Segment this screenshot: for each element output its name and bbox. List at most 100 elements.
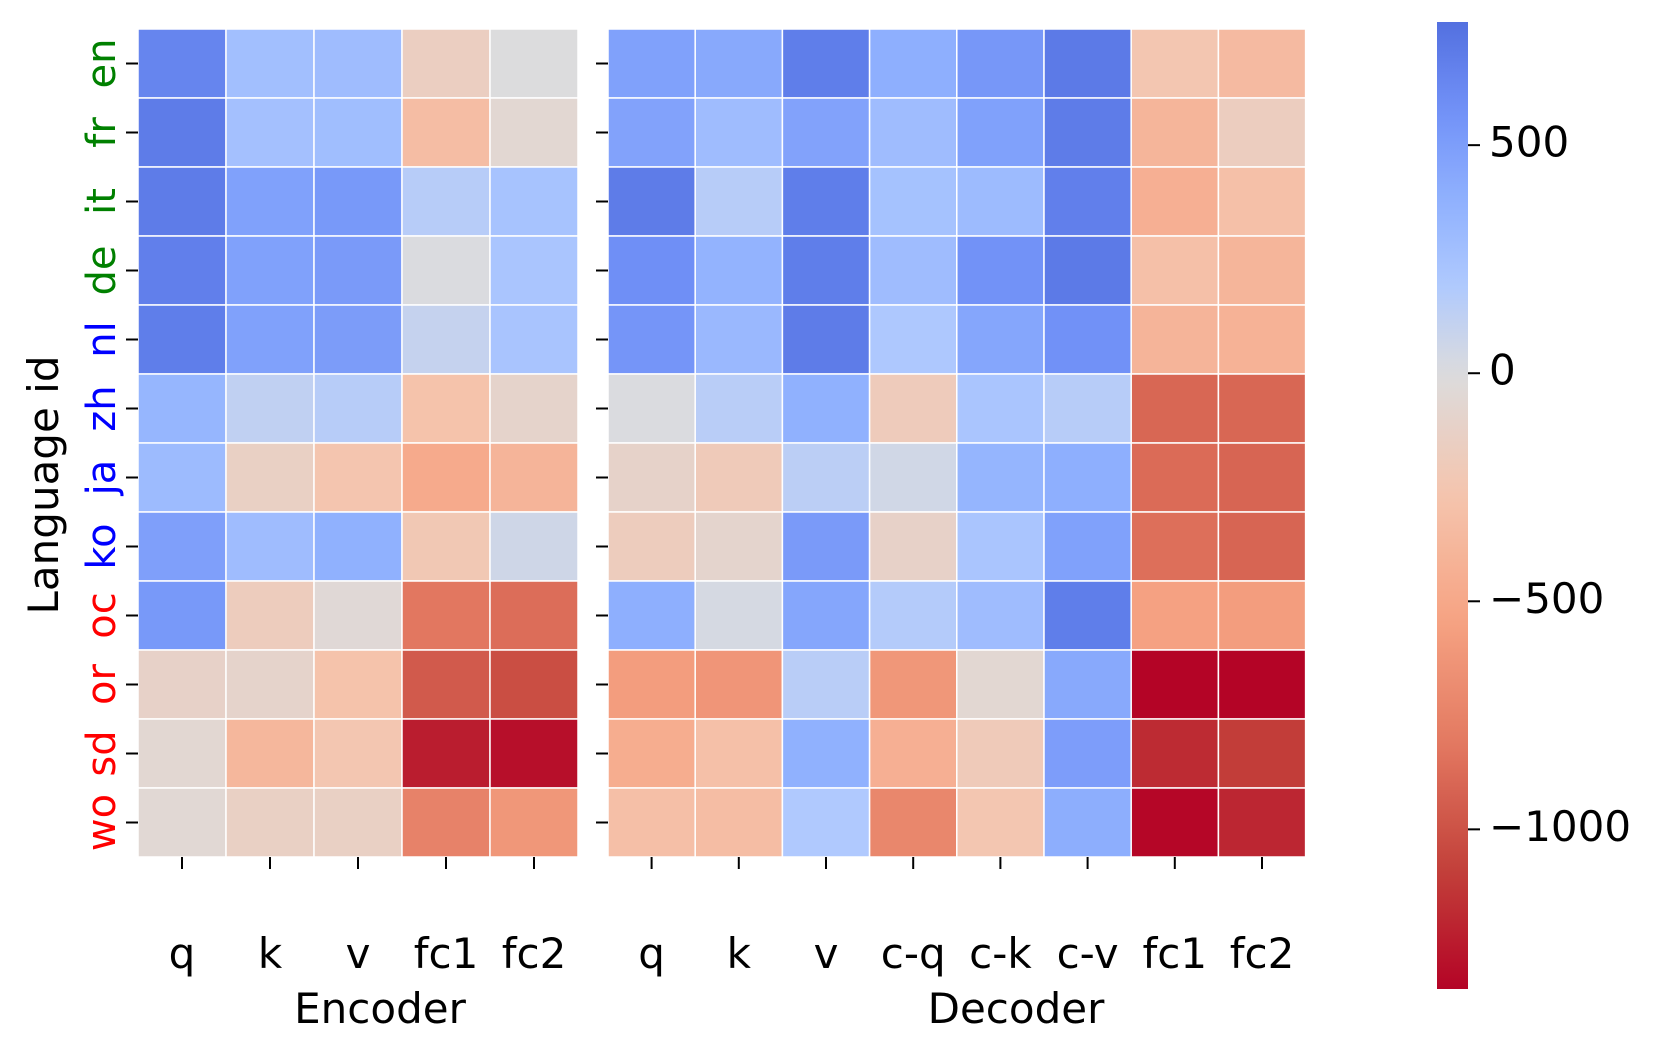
dec-cell-en-c-v (1043, 28, 1132, 99)
dec-cell-ja-c-v (1043, 442, 1132, 513)
dec-cell-ko-v (781, 511, 871, 582)
dec-cell-zh-k (694, 373, 784, 444)
dec-x-tick-label: c-v (1057, 929, 1119, 978)
dec-cell-de-k (694, 235, 784, 306)
dec-cell-fr-c-q (868, 97, 958, 168)
enc-cell-fr-k (225, 97, 315, 168)
enc-cell-ja-fc2 (489, 442, 579, 513)
dec-cell-sd-c-k (956, 718, 1045, 789)
encoder-heatmap (137, 28, 579, 858)
enc-cell-ko-fc1 (401, 511, 491, 582)
dec-cell-fr-v (781, 97, 871, 168)
enc-cell-ko-q (137, 511, 227, 582)
y-axis-label: Language id (19, 356, 68, 615)
colorbar-tick-label: 0 (1489, 346, 1516, 395)
dec-cell-nl-k (694, 304, 784, 375)
dec-cell-it-v (781, 166, 871, 237)
dec-cell-sd-fc2 (1217, 718, 1307, 789)
row-label-en: en (79, 39, 125, 89)
enc-cell-de-fc2 (489, 235, 579, 306)
colorbar-tick-label: −1000 (1489, 802, 1631, 851)
dec-cell-en-k (694, 28, 784, 99)
enc-cell-en-k (225, 28, 315, 99)
encoder-x-tick-labels: q k v fc1 fc2 (169, 929, 567, 978)
dec-x-tick-label: k (727, 929, 752, 978)
colorbar (1437, 22, 1468, 989)
dec-x-tick-label: v (814, 929, 839, 978)
dec-cell-zh-q (607, 373, 696, 444)
dec-cell-ko-fc2 (1217, 511, 1307, 582)
row-label-or: or (79, 663, 125, 704)
enc-cell-sd-v (313, 718, 403, 789)
dec-cell-it-q (607, 166, 696, 237)
row-label-nl: nl (79, 321, 125, 357)
dec-cell-wo-k (694, 787, 784, 858)
dec-cell-de-fc1 (1130, 235, 1220, 306)
dec-cell-sd-v (781, 718, 871, 789)
enc-cell-fr-q (137, 97, 227, 168)
dec-cell-zh-fc2 (1217, 373, 1307, 444)
enc-x-tick-label: v (346, 929, 371, 978)
dec-cell-oc-v (781, 580, 871, 651)
language-row-labels: en fr it de nl zh ja ko oc or sd wo (79, 39, 125, 852)
enc-cell-it-fc2 (489, 166, 579, 237)
dec-cell-en-c-k (956, 28, 1045, 99)
dec-cell-de-q (607, 235, 696, 306)
dec-cell-ko-q (607, 511, 696, 582)
dec-cell-oc-fc2 (1217, 580, 1307, 651)
enc-cell-wo-q (137, 787, 227, 858)
enc-cell-zh-fc2 (489, 373, 579, 444)
enc-cell-or-v (313, 649, 403, 720)
dec-cell-oc-k (694, 580, 784, 651)
dec-cell-ja-fc1 (1130, 442, 1220, 513)
enc-cell-it-v (313, 166, 403, 237)
dec-cell-it-k (694, 166, 784, 237)
enc-cell-de-fc1 (401, 235, 491, 306)
enc-cell-de-v (313, 235, 403, 306)
enc-cell-oc-fc1 (401, 580, 491, 651)
enc-cell-sd-q (137, 718, 227, 789)
enc-cell-or-fc1 (401, 649, 491, 720)
dec-cell-oc-fc1 (1130, 580, 1220, 651)
enc-cell-ko-k (225, 511, 315, 582)
dec-cell-oc-c-k (956, 580, 1045, 651)
dec-cell-nl-fc1 (1130, 304, 1220, 375)
dec-cell-fr-fc2 (1217, 97, 1307, 168)
row-label-fr: fr (79, 117, 125, 148)
dec-cell-it-fc2 (1217, 166, 1307, 237)
dec-cell-or-c-v (1043, 649, 1132, 720)
enc-cell-it-fc1 (401, 166, 491, 237)
enc-cell-ja-v (313, 442, 403, 513)
dec-cell-nl-q (607, 304, 696, 375)
dec-cell-ko-c-q (868, 511, 958, 582)
enc-cell-zh-q (137, 373, 227, 444)
enc-cell-nl-q (137, 304, 227, 375)
dec-cell-or-c-k (956, 649, 1045, 720)
dec-cell-fr-fc1 (1130, 97, 1220, 168)
dec-cell-en-q (607, 28, 696, 99)
colorbar-ticks: 500 0 −500 −1000 (1468, 118, 1631, 851)
dec-cell-or-fc1 (1130, 649, 1220, 720)
enc-cell-it-q (137, 166, 227, 237)
dec-cell-fr-q (607, 97, 696, 168)
dec-cell-de-fc2 (1217, 235, 1307, 306)
enc-cell-fr-fc1 (401, 97, 491, 168)
dec-cell-nl-c-k (956, 304, 1045, 375)
enc-cell-nl-k (225, 304, 315, 375)
dec-cell-or-k (694, 649, 784, 720)
row-label-wo: wo (79, 794, 125, 851)
enc-cell-ja-fc1 (401, 442, 491, 513)
dec-cell-zh-c-v (1043, 373, 1132, 444)
dec-cell-zh-c-k (956, 373, 1045, 444)
enc-cell-wo-k (225, 787, 315, 858)
dec-x-tick-label: fc1 (1142, 929, 1207, 978)
enc-cell-or-q (137, 649, 227, 720)
dec-cell-or-fc2 (1217, 649, 1307, 720)
enc-cell-or-k (225, 649, 315, 720)
enc-cell-fr-v (313, 97, 403, 168)
dec-cell-fr-c-k (956, 97, 1045, 168)
decoder-x-axis-label: Decoder (928, 984, 1105, 1033)
dec-cell-it-c-q (868, 166, 958, 237)
dec-x-tick-label: q (638, 929, 665, 978)
